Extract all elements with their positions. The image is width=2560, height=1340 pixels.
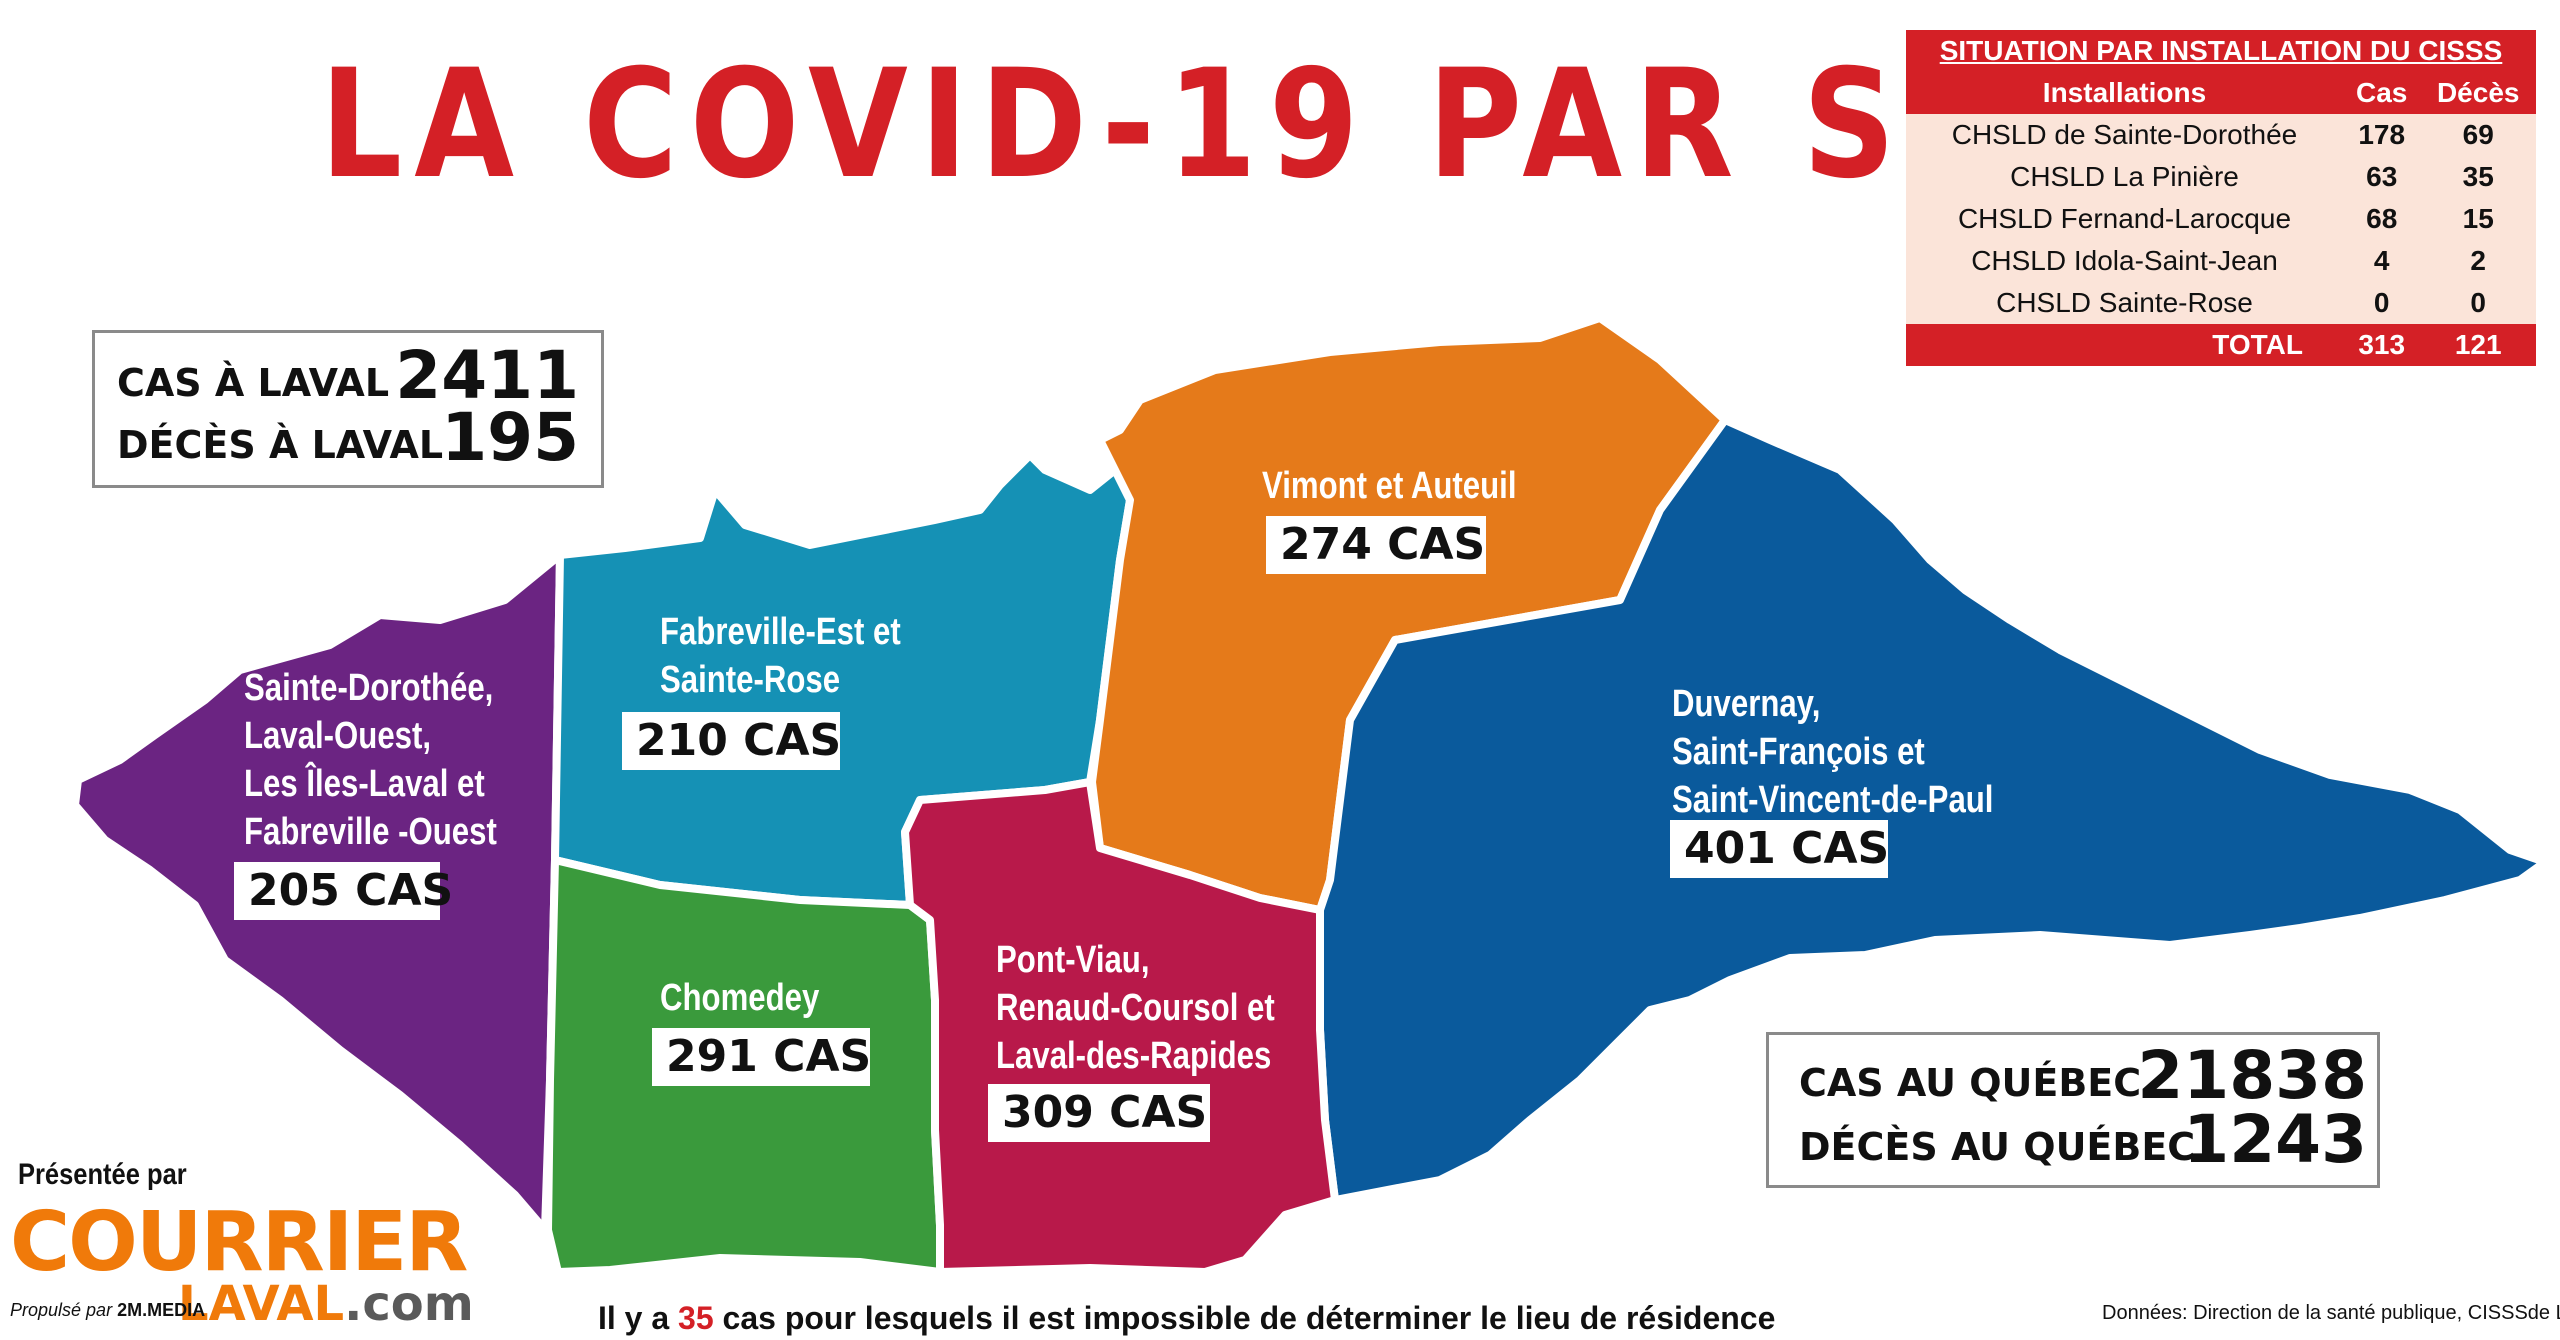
laval-logo[interactable]: LAVAL.com <box>178 1278 474 1330</box>
laval-deaths-label: DÉCÈS À LAVAL <box>117 423 444 467</box>
table-cell: 0 <box>2342 282 2421 324</box>
region-name-line: Saint-François et <box>1672 731 1925 773</box>
region-name-line: Duvernay, <box>1672 683 1821 725</box>
table-caption: SITUATION PAR INSTALLATION DU CISSS <box>1906 30 2536 72</box>
cas-value: 401 CAS <box>1684 823 1890 874</box>
cas-badge-chomedey: 291 CAS <box>652 1028 872 1086</box>
table-cell: 313 <box>2342 324 2421 366</box>
table-header-row: Installations Cas Décès <box>1906 72 2536 114</box>
table-cell: 15 <box>2420 198 2536 240</box>
region-name-line: Les Îles-Laval et <box>244 763 485 805</box>
quebec-cases-value: 21838 <box>2137 1037 2367 1114</box>
region-name-line: Fabreville-Est et <box>660 611 901 653</box>
table-row: CHSLD La Pinière 63 35 <box>1906 156 2536 198</box>
table-cell: 121 <box>2420 324 2536 366</box>
table-cell: 178 <box>2342 114 2421 156</box>
quebec-cases-label: CAS AU QUÉBEC <box>1799 1061 2142 1105</box>
region-name-line: Laval-des-Rapides <box>996 1035 1272 1077</box>
region-name-line: Laval-Ouest, <box>244 715 432 757</box>
region-label-pont-viau: Pont-Viau, Renaud-Coursol et Laval-des-R… <box>996 936 1275 1080</box>
cisss-installations-table: SITUATION PAR INSTALLATION DU CISSS Inst… <box>1906 30 2536 366</box>
propulse-credit: Propulsé par 2M.MEDIA <box>10 1300 205 1321</box>
laval-deaths-value: 195 <box>441 399 579 476</box>
quebec-deaths-label: DÉCÈS AU QUÉBEC <box>1799 1125 2196 1169</box>
region-name-line: Vimont et Auteuil <box>1262 465 1517 507</box>
table-cell: CHSLD Sainte-Rose <box>1906 282 2343 324</box>
laval-cases-value: 2411 <box>395 337 579 414</box>
cas-badge-pont-viau: 309 CAS <box>988 1084 1210 1142</box>
table-header-cas: Cas <box>2342 72 2421 114</box>
region-label-chomedey: Chomedey <box>660 974 819 1022</box>
region-label-duvernay: Duvernay, Saint-François et Saint-Vincen… <box>1672 680 1993 824</box>
quebec-deaths-value: 1243 <box>2183 1101 2367 1178</box>
footnote-suffix: cas pour lesquels il est impossible de d… <box>713 1300 1776 1336</box>
media-brand: 2M.MEDIA <box>117 1300 206 1320</box>
footnote-number: 35 <box>678 1300 714 1336</box>
region-label-fabreville-est: Fabreville-Est et Sainte-Rose <box>660 608 901 704</box>
table-cell: 0 <box>2420 282 2536 324</box>
region-label-vimont: Vimont et Auteuil <box>1262 462 1516 510</box>
quebec-stats-box: CAS AU QUÉBEC 21838 DÉCÈS AU QUÉBEC 1243 <box>1766 1032 2380 1188</box>
unknown-residence-note: Il y a 35 cas pour lesquels il est impos… <box>598 1300 1775 1337</box>
region-name-line: Sainte-Dorothée, <box>244 667 494 709</box>
table-header-deces: Décès <box>2420 72 2536 114</box>
laval-stats-box: CAS À LAVAL 2411 DÉCÈS À LAVAL 195 <box>92 330 604 488</box>
region-name-line: Saint-Vincent-de-Paul <box>1672 779 1994 821</box>
laval-logo-dotcom: .com <box>344 1276 474 1332</box>
region-label-sainte-dorothee: Sainte-Dorothée, Laval-Ouest, Les Îles-L… <box>244 664 497 856</box>
table-row: CHSLD Sainte-Rose 0 0 <box>1906 282 2536 324</box>
cas-badge-fabreville-est: 210 CAS <box>622 712 842 770</box>
cas-badge-duvernay: 401 CAS <box>1670 820 1890 878</box>
cas-value: 205 CAS <box>248 865 454 916</box>
table-header-installations: Installations <box>1906 72 2343 114</box>
region-pont-viau[interactable] <box>901 778 1339 1276</box>
table-cell: 69 <box>2420 114 2536 156</box>
footnote-prefix: Il y a <box>598 1300 679 1336</box>
table-cell: 63 <box>2342 156 2421 198</box>
table-cell: 2 <box>2420 240 2536 282</box>
cas-badge-vimont: 274 CAS <box>1266 516 1486 574</box>
courrier-logo[interactable]: COURRIER <box>10 1195 468 1290</box>
cas-value: 291 CAS <box>666 1031 872 1082</box>
laval-logo-text: LAVAL <box>178 1276 345 1332</box>
table-cell: 35 <box>2420 156 2536 198</box>
table-cell: 4 <box>2342 240 2421 282</box>
region-name-line: Fabreville -Ouest <box>244 811 497 853</box>
table-total-row: TOTAL 313 121 <box>1906 324 2536 366</box>
cas-value: 274 CAS <box>1280 519 1486 570</box>
cas-badge-sainte-dorothee: 205 CAS <box>234 862 453 920</box>
table-cell: TOTAL <box>1906 324 2343 366</box>
laval-cases-label: CAS À LAVAL <box>117 361 390 405</box>
table-row: CHSLD de Sainte-Dorothée 178 69 <box>1906 114 2536 156</box>
presented-by-label: Présentée par <box>18 1158 187 1191</box>
table-row: CHSLD Fernand-Larocque 68 15 <box>1906 198 2536 240</box>
region-name-line: Renaud-Coursol et <box>996 987 1275 1029</box>
table-cell: CHSLD de Sainte-Dorothée <box>1906 114 2343 156</box>
table-row: CHSLD Idola-Saint-Jean 4 2 <box>1906 240 2536 282</box>
region-name-line: Pont-Viau, <box>996 939 1150 981</box>
region-name-line: Sainte-Rose <box>660 659 841 701</box>
cas-value: 210 CAS <box>636 715 842 766</box>
cas-value: 309 CAS <box>1002 1087 1208 1138</box>
table-cell: CHSLD Idola-Saint-Jean <box>1906 240 2343 282</box>
propulse-label: Propulsé par <box>10 1300 113 1320</box>
table-cell: CHSLD Fernand-Larocque <box>1906 198 2343 240</box>
data-source: Données: Direction de la santé publique,… <box>2102 1302 2560 1324</box>
region-name-line: Chomedey <box>660 977 820 1019</box>
table-cell: CHSLD La Pinière <box>1906 156 2343 198</box>
table-cell: 68 <box>2342 198 2421 240</box>
